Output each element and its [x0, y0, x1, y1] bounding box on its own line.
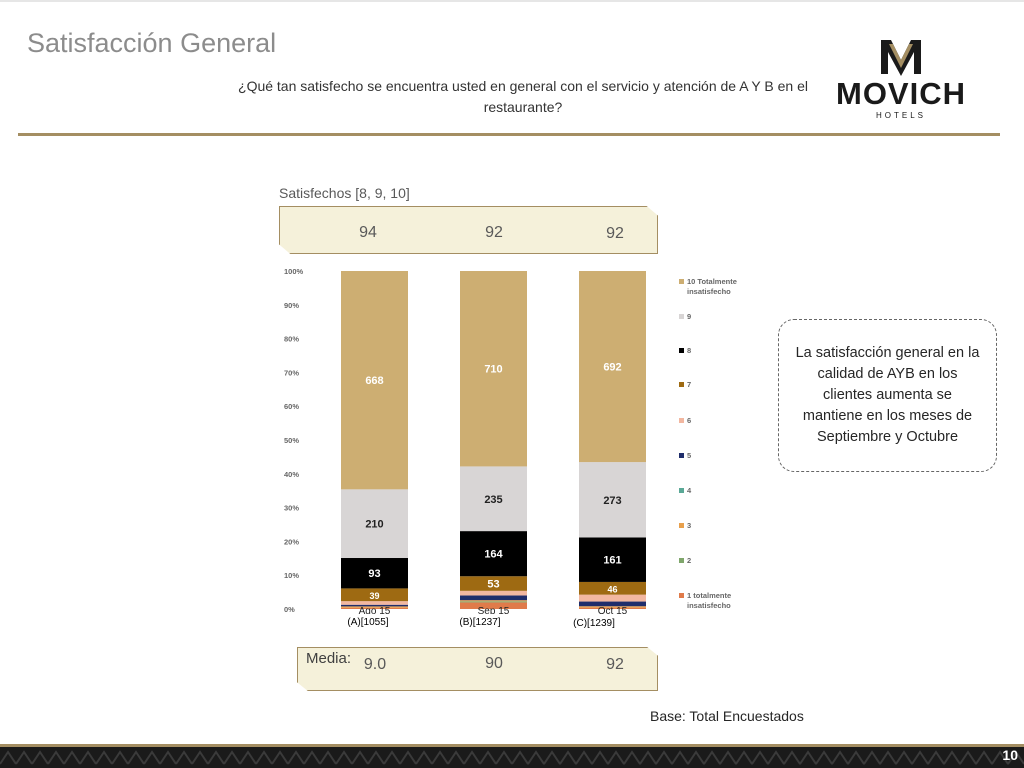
bar-segment: [579, 594, 646, 602]
satisfied-label: Satisfechos [8, 9, 10]: [279, 185, 410, 201]
data-label: 164: [484, 549, 503, 561]
legend-label: 7: [687, 380, 691, 389]
y-tick-label: 100%: [284, 267, 304, 276]
bar-segment: [579, 462, 646, 538]
movich-logo: MOVICH HOTELS: [836, 40, 966, 120]
legend-swatch: [679, 523, 684, 528]
data-label: 668: [365, 375, 383, 387]
bar-segment: [579, 607, 646, 609]
satisfied-value-c: 92: [606, 225, 624, 242]
media-value-a: 9.0: [363, 656, 387, 673]
x-tick-label: Sep 15: [478, 606, 510, 614]
satisfied-value-b: 92: [485, 224, 503, 241]
base-note: Base: Total Encuestados: [650, 708, 804, 724]
base-label-b: (B)[1237]: [459, 617, 501, 628]
x-tick-label: Oct 15: [598, 606, 628, 614]
bar-segment: [460, 576, 527, 591]
legend-label: 3: [687, 521, 691, 530]
bar-segment: [341, 601, 408, 605]
legend-swatch: [679, 453, 684, 458]
media-panel: [297, 647, 658, 691]
y-tick-label: 20%: [284, 537, 299, 546]
data-label: 93: [368, 568, 380, 580]
base-label-c: (C)[1239]: [573, 618, 615, 629]
bar-segment: [579, 537, 646, 582]
footer-pattern: [0, 744, 1024, 768]
bar-segment: [460, 601, 527, 603]
legend-swatch: [679, 279, 684, 284]
legend-label: 10 Totalmente insatisfecho: [687, 277, 737, 296]
bar-segment: [341, 489, 408, 559]
y-tick-label: 90%: [284, 301, 299, 310]
legend-swatch: [679, 593, 684, 598]
y-tick-label: 10%: [284, 571, 299, 580]
data-label: 210: [365, 519, 383, 531]
legend-label: 1 totalmente insatisfecho: [687, 591, 731, 610]
y-tick-label: 40%: [284, 470, 299, 479]
bar-segment: [460, 595, 527, 601]
media-label: Media:: [306, 650, 352, 667]
y-tick-label: 0%: [284, 605, 295, 614]
header-divider: [18, 133, 1000, 136]
data-label: 53: [487, 579, 499, 591]
bar-segment: [579, 606, 646, 608]
survey-question: ¿Qué tan satisfecho se encuentra usted e…: [238, 78, 808, 115]
data-label: 692: [603, 362, 621, 374]
legend-label: 6: [687, 416, 691, 425]
legend-swatch: [679, 314, 684, 319]
data-label: 161: [603, 555, 621, 567]
slide-title: Satisfacción General: [27, 28, 277, 58]
satisfied-value-a: 94: [359, 224, 377, 241]
y-tick-label: 50%: [284, 436, 299, 445]
bar-segment: [341, 588, 408, 602]
bar-segment: [579, 271, 646, 463]
logo-text: MOVICH: [836, 76, 966, 111]
data-label: 710: [484, 364, 502, 376]
bar-segment: [341, 604, 408, 607]
bar-segment: [341, 558, 408, 589]
bar-segment: [579, 601, 646, 607]
logo-mark-icon: [881, 40, 921, 76]
data-label: 39: [369, 591, 379, 601]
legend-label: 8: [687, 346, 691, 355]
bar-segment: [460, 602, 527, 609]
bar-segment: [341, 606, 408, 608]
logo-subtext: HOTELS: [876, 111, 926, 120]
bar-segment: [460, 590, 527, 596]
legend-swatch: [679, 488, 684, 493]
y-tick-label: 80%: [284, 335, 299, 344]
data-label: 273: [603, 495, 621, 507]
legend-label: 9: [687, 312, 691, 321]
top-rule: [0, 0, 1024, 2]
data-label: 46: [607, 584, 617, 594]
stacked-bar-chart: 100%90%80%70%60%50%40%30%20%10%0%3993210…: [284, 267, 737, 614]
satisfied-panel: [279, 206, 658, 254]
legend-label: 4: [687, 486, 692, 495]
data-label: 235: [484, 494, 502, 506]
legend-swatch: [679, 348, 684, 353]
base-label-a: (A)[1055]: [347, 617, 389, 628]
x-tick-label: Ago 15: [359, 606, 391, 614]
media-value-b: 90: [485, 655, 503, 672]
y-tick-label: 60%: [284, 402, 299, 411]
legend-swatch: [679, 418, 684, 423]
page-number: 10: [1002, 747, 1018, 763]
bar-segment: [460, 271, 527, 467]
y-tick-label: 30%: [284, 504, 299, 513]
bar-segment: [579, 581, 646, 595]
media-value-c: 92: [606, 656, 624, 673]
bar-segment: [460, 466, 527, 532]
y-tick-label: 70%: [284, 368, 299, 377]
legend-label: 5: [687, 451, 691, 460]
legend-swatch: [679, 382, 684, 387]
bar-segment: [460, 600, 527, 602]
legend-swatch: [679, 558, 684, 563]
bar-segment: [341, 607, 408, 609]
bar-segment: [460, 531, 527, 577]
bar-segment: [341, 271, 408, 490]
legend-label: 2: [687, 556, 691, 565]
insight-callout: La satisfacción general en la calidad de…: [778, 319, 997, 472]
